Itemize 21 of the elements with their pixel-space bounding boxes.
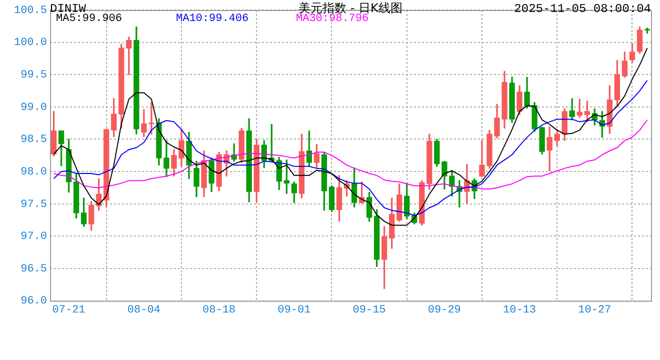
y-tick-label: 97.5: [20, 198, 47, 211]
y-tick-label: 100.5: [14, 4, 47, 17]
y-tick-label: 97.0: [20, 231, 47, 244]
x-tick-label: 10-27: [578, 304, 612, 316]
y-tick-label: 99.0: [20, 102, 47, 114]
x-tick-label: 09-01: [278, 304, 312, 316]
x-tick-label: 09-15: [352, 304, 386, 316]
x-tick-label: 09-29: [428, 304, 461, 316]
y-tick-label: 96.5: [20, 263, 47, 276]
x-tick-label: 08-04: [127, 304, 161, 316]
x-tick-label: 07-21: [52, 304, 86, 316]
y-tick-label: 98.0: [20, 166, 47, 178]
y-tick-label: 100.0: [14, 37, 47, 50]
annotation: 2025-11-05 08:00:04: [514, 2, 651, 16]
y-tick-label: 99.5: [20, 70, 47, 82]
text: MA30:98.796: [296, 12, 369, 25]
y-tick-label: 96.0: [20, 296, 47, 308]
y-tick-label: 98.5: [20, 134, 47, 146]
x-tick-label: 10-13: [503, 304, 536, 316]
text: MA10:99.406: [176, 12, 249, 25]
x-tick-label: 08-18: [202, 304, 236, 316]
